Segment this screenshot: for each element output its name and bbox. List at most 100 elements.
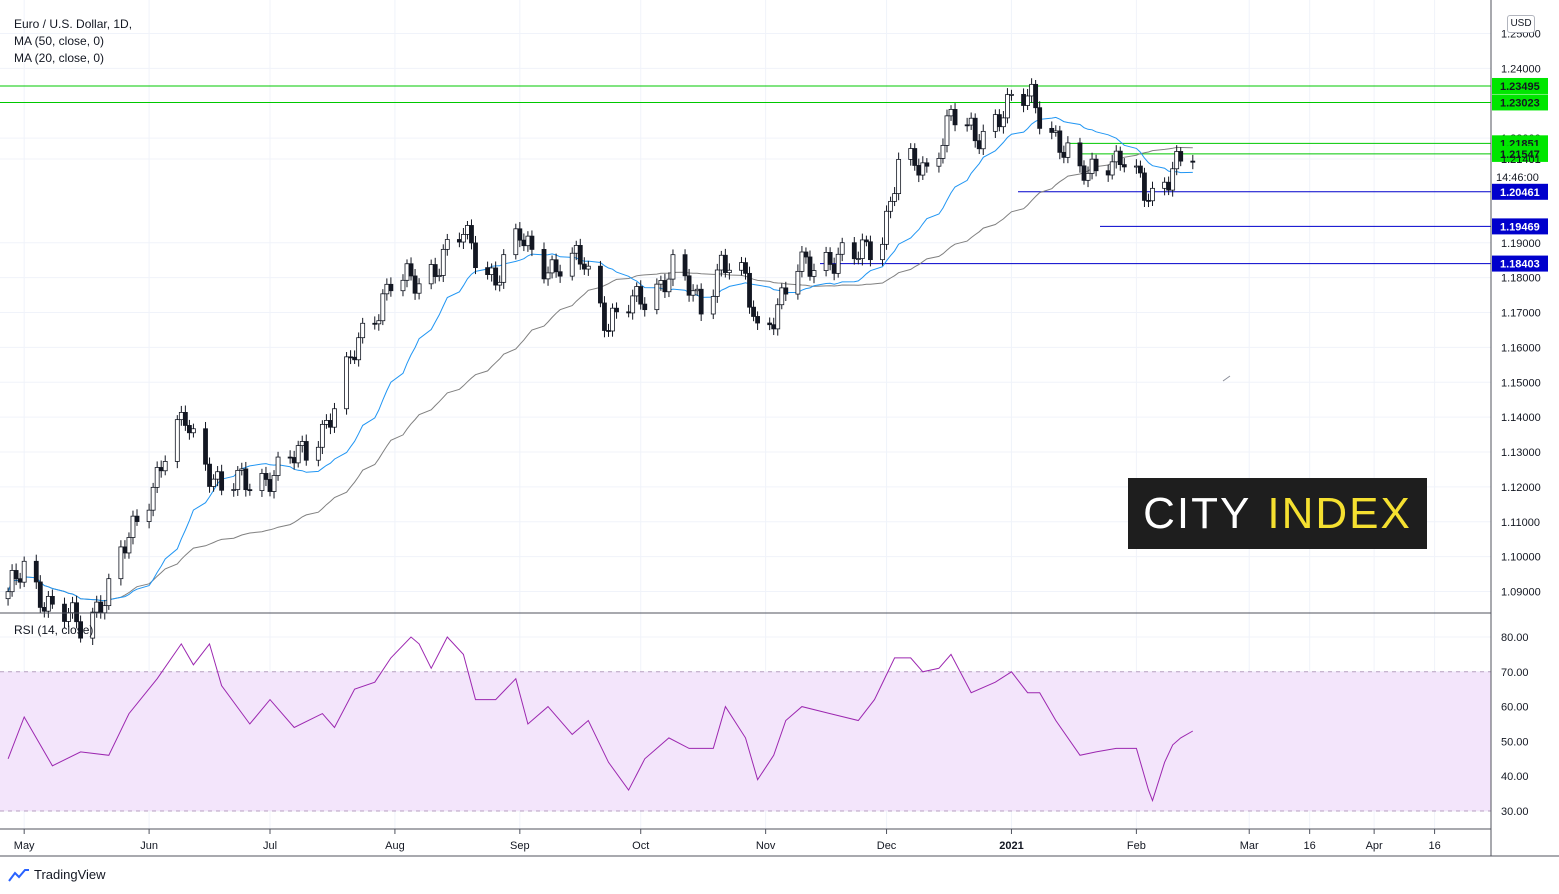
candle bbox=[154, 461, 160, 493]
rsi-legend[interactable]: RSI (14, close) bbox=[14, 623, 94, 637]
candle bbox=[1053, 125, 1059, 137]
candle-body bbox=[1133, 165, 1139, 168]
candle bbox=[384, 278, 390, 301]
candle-body bbox=[662, 280, 668, 293]
candle bbox=[267, 472, 273, 497]
tradingview-brand[interactable]: TradingView bbox=[8, 867, 106, 882]
candle bbox=[614, 302, 619, 319]
support-tag-label: 1.19469 bbox=[1500, 221, 1540, 233]
resistance-tag-label: 1.21547 bbox=[1500, 149, 1540, 161]
candle-body bbox=[102, 605, 108, 614]
candle bbox=[944, 109, 950, 153]
rsi-axis[interactable]: 80.00 70.00 60.00 50.00 40.00 30.00 bbox=[1501, 632, 1529, 818]
price-tick-label: 1.15000 bbox=[1501, 377, 1541, 389]
candle-body bbox=[980, 130, 986, 150]
candle-body bbox=[944, 115, 950, 146]
candle bbox=[1033, 79, 1039, 114]
candle-body bbox=[1081, 165, 1087, 181]
time-tick-label: Sep bbox=[510, 840, 530, 852]
candle-body bbox=[315, 446, 321, 461]
candle-body bbox=[456, 239, 462, 243]
candle bbox=[259, 468, 265, 497]
candle-body bbox=[158, 467, 164, 472]
candle bbox=[1065, 136, 1071, 164]
candle-body bbox=[126, 537, 132, 554]
candle bbox=[807, 250, 813, 281]
support-tag bbox=[1492, 255, 1548, 272]
candle-body bbox=[207, 463, 212, 487]
candle-body bbox=[328, 420, 333, 428]
candle-body bbox=[598, 265, 603, 304]
candle-body bbox=[924, 162, 930, 167]
symbol-legend[interactable]: Euro / U.S. Dollar, 1D, bbox=[14, 17, 133, 31]
candle bbox=[811, 263, 817, 284]
time-tick-label: Dec bbox=[877, 840, 897, 852]
candle-body bbox=[976, 140, 982, 150]
candle bbox=[980, 124, 986, 156]
candle bbox=[231, 483, 237, 497]
candle bbox=[1109, 154, 1115, 180]
price-tick-label: 1.16000 bbox=[1501, 342, 1541, 354]
candle-body bbox=[1025, 95, 1030, 106]
candle-body bbox=[1053, 130, 1059, 133]
resistance-tag bbox=[1492, 94, 1548, 111]
candle bbox=[783, 281, 789, 301]
candle bbox=[855, 251, 861, 265]
candle bbox=[795, 264, 801, 300]
candle-body bbox=[807, 256, 813, 277]
candle-body bbox=[70, 602, 75, 614]
candle bbox=[827, 247, 833, 271]
candle-body bbox=[45, 595, 51, 612]
resistance-tag bbox=[1492, 77, 1548, 94]
candle bbox=[186, 419, 192, 440]
candle-body bbox=[827, 252, 833, 265]
rsi-line bbox=[7, 636, 1194, 803]
ma50-legend[interactable]: MA (50, close, 0) bbox=[14, 34, 105, 48]
candle-body bbox=[295, 445, 301, 464]
candle-body bbox=[606, 330, 611, 332]
currency-badge[interactable]: USD bbox=[1507, 15, 1535, 33]
candle-body bbox=[118, 546, 124, 580]
candle-body bbox=[972, 117, 978, 142]
candle-body bbox=[614, 307, 619, 313]
candle-body bbox=[344, 356, 349, 410]
candle-body bbox=[1093, 158, 1099, 172]
candle bbox=[880, 237, 885, 266]
candle bbox=[1085, 166, 1091, 188]
candle bbox=[74, 595, 79, 629]
candle bbox=[541, 242, 547, 284]
candle bbox=[996, 109, 1002, 132]
candle bbox=[835, 247, 841, 278]
candle-body bbox=[1033, 83, 1039, 109]
candle bbox=[747, 266, 752, 314]
candle-body bbox=[37, 581, 43, 608]
candle-body bbox=[992, 114, 998, 132]
candle-body bbox=[263, 473, 269, 480]
price-axis[interactable]: 1.250001.240001.220001.214011.190001.180… bbox=[1501, 28, 1541, 598]
candle-body bbox=[122, 546, 128, 554]
logo-word-index: INDEX bbox=[1267, 488, 1412, 538]
candle-body bbox=[319, 423, 325, 448]
candle-body bbox=[1178, 151, 1184, 162]
candle bbox=[767, 317, 773, 331]
candle bbox=[17, 572, 23, 589]
candle bbox=[416, 278, 422, 300]
trendline-drawing[interactable] bbox=[1222, 375, 1231, 382]
rsi-tick-label: 50.00 bbox=[1501, 736, 1529, 748]
candle bbox=[388, 277, 394, 297]
candle bbox=[751, 300, 756, 322]
candle bbox=[1009, 89, 1014, 101]
candle bbox=[501, 249, 507, 289]
candle-body bbox=[884, 210, 889, 245]
candle bbox=[714, 263, 720, 303]
candle bbox=[896, 152, 902, 201]
candle bbox=[803, 247, 809, 264]
candle bbox=[45, 590, 51, 618]
candle-body bbox=[130, 515, 136, 538]
ma20-legend[interactable]: MA (20, close, 0) bbox=[14, 51, 105, 65]
candle-body bbox=[940, 144, 946, 159]
candlestick-series bbox=[5, 78, 1196, 646]
candle bbox=[916, 158, 922, 183]
candle bbox=[1057, 125, 1063, 160]
time-axis[interactable]: May Jun Jul Aug Sep Oct Nov Dec 2021 Feb Mar 16 Apr 1… bbox=[14, 829, 1441, 852]
